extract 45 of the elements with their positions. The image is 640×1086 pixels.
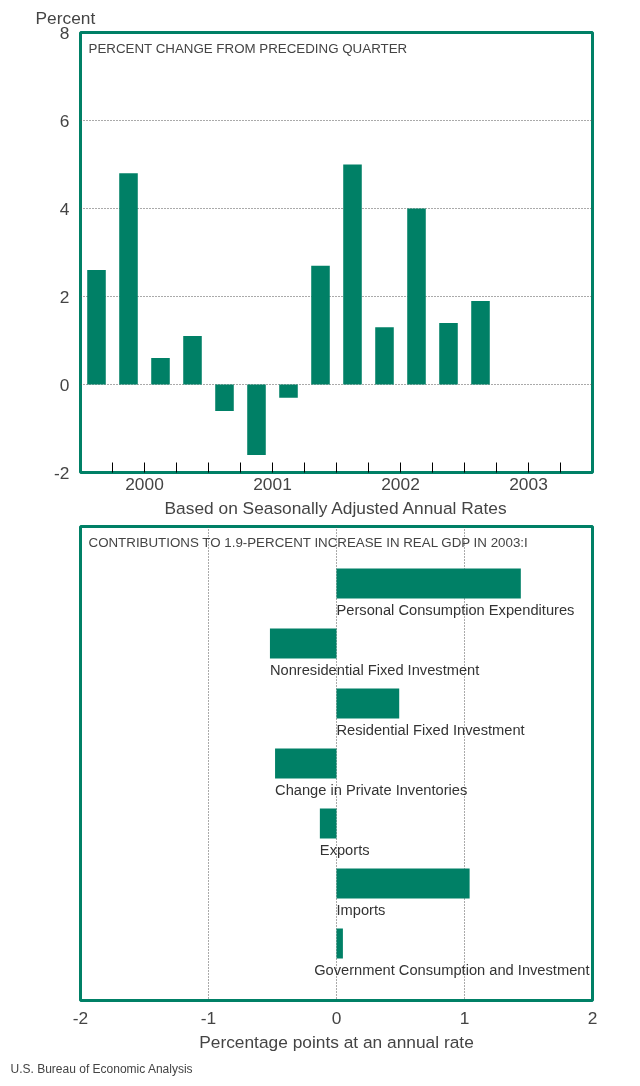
y-tick-label: Nonresidential Fixed Investment bbox=[269, 661, 480, 678]
bar bbox=[319, 808, 337, 839]
bar bbox=[183, 336, 202, 385]
x-tick-label: 1 bbox=[459, 1007, 470, 1028]
bar bbox=[336, 928, 343, 959]
bar bbox=[279, 384, 298, 398]
bar bbox=[247, 384, 266, 455]
x-tick-label: 2003 bbox=[509, 473, 548, 494]
bar bbox=[119, 173, 138, 385]
y-tick-label: 0 bbox=[59, 374, 70, 395]
bar bbox=[336, 568, 521, 599]
y-tick-label: Exports bbox=[319, 841, 370, 858]
x-tick-label: -1 bbox=[200, 1007, 217, 1028]
y-tick-label: Imports bbox=[336, 901, 386, 918]
annotation: PERCENT CHANGE FROM PRECEDING QUARTER bbox=[88, 40, 408, 56]
x-axis-title: Based on Seasonally Adjusted Annual Rates bbox=[164, 497, 507, 518]
bar bbox=[439, 322, 458, 385]
x-tick-label: -2 bbox=[72, 1007, 89, 1028]
bar bbox=[336, 688, 400, 719]
text: U.S. Bureau of Economic Analysis bbox=[10, 1061, 193, 1076]
y-tick-label: Personal Consumption Expenditures bbox=[336, 601, 575, 618]
x-tick-label: 2000 bbox=[125, 473, 164, 494]
x-tick-label: 2 bbox=[587, 1007, 598, 1028]
bar bbox=[151, 358, 170, 385]
bar bbox=[471, 300, 490, 385]
bar bbox=[275, 748, 337, 779]
bar bbox=[343, 164, 362, 385]
x-tick-label: 2002 bbox=[381, 473, 420, 494]
bar bbox=[87, 270, 106, 385]
y-tick-label: 6 bbox=[59, 110, 70, 131]
x-axis-title: Percentage points at an annual rate bbox=[199, 1031, 474, 1052]
y-axis-title: Percent bbox=[35, 7, 96, 28]
y-tick-label: Government Consumption and Investment bbox=[314, 961, 590, 978]
x-tick-label: 2001 bbox=[253, 473, 292, 494]
y-tick-label: Residential Fixed Investment bbox=[336, 721, 525, 738]
y-tick-label: Change in Private Inventories bbox=[275, 781, 468, 798]
bar bbox=[407, 208, 426, 385]
bar bbox=[215, 384, 234, 411]
bar bbox=[336, 868, 470, 899]
bar bbox=[375, 327, 394, 385]
text: CONTRIBUTIONS TO 1.9-PERCENT INCREASE IN REAL GDP IN 2003:I bbox=[88, 534, 528, 550]
bar bbox=[311, 265, 330, 385]
y-tick-label: 2 bbox=[59, 286, 70, 307]
y-tick-label: 4 bbox=[59, 198, 70, 219]
bar bbox=[269, 628, 337, 659]
